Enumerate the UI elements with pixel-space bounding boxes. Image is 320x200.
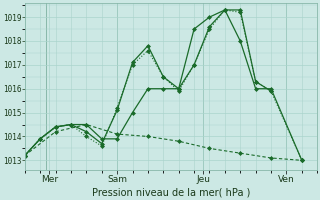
X-axis label: Pression niveau de la mer( hPa ): Pression niveau de la mer( hPa ) bbox=[92, 187, 250, 197]
